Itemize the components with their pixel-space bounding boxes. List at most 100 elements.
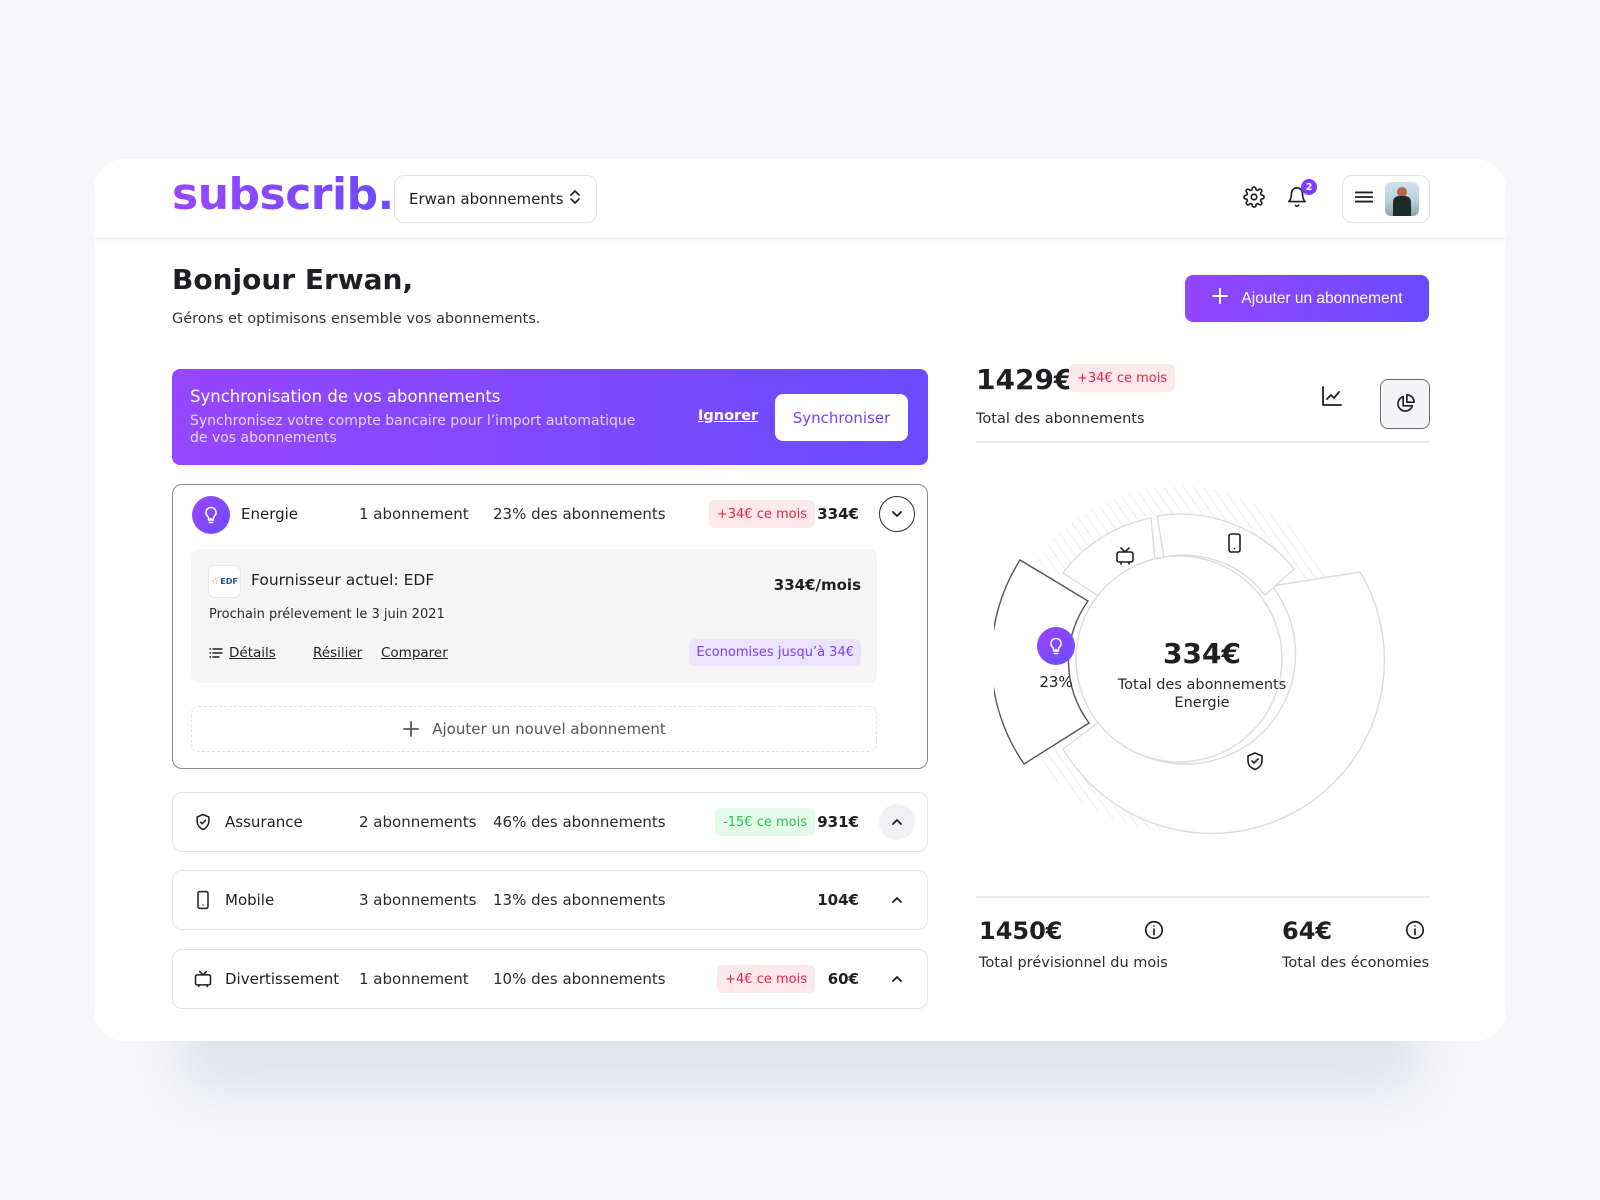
- edf-logo: ☆ EDF: [208, 565, 241, 598]
- category-change-badge: +34€ ce mois: [708, 500, 815, 528]
- compare-link[interactable]: Comparer: [381, 645, 448, 661]
- cancel-link[interactable]: Résilier: [313, 645, 363, 661]
- forecast-info-button[interactable]: [1143, 919, 1165, 941]
- provider-amount: 334€/mois: [773, 576, 861, 594]
- savings-stat: 64€ Total des économies: [1282, 917, 1429, 971]
- smartphone-icon: [1228, 533, 1241, 553]
- shield-check-icon: [1247, 752, 1263, 771]
- selected-segment-percent: 23%: [1039, 673, 1073, 691]
- provider-card: ☆ EDF Fournisseur actuel: EDF 334€/mois P…: [191, 549, 877, 683]
- synchronize-button[interactable]: Synchroniser: [775, 394, 908, 441]
- user-avatar: [1385, 182, 1419, 216]
- donut-center-label: Total des abonnements Energie: [1117, 677, 1287, 711]
- category-amount: 931€: [817, 813, 859, 831]
- account-selector[interactable]: Erwan abonnements: [394, 175, 597, 223]
- category-count: 3 abonnements: [359, 891, 477, 909]
- category-percent: 13% des abonnements: [493, 891, 666, 909]
- add-new-subscription-button[interactable]: Ajouter un nouvel abonnement: [191, 706, 877, 752]
- stats-divider: [976, 896, 1430, 898]
- notifications-button[interactable]: 2: [1283, 179, 1317, 213]
- category-card-mobile[interactable]: Mobile 3 abonnements 13% des abonnements…: [172, 870, 928, 930]
- sync-banner-title: Synchronisation de vos abonnements: [190, 387, 501, 406]
- total-label: Total des abonnements: [976, 411, 1145, 427]
- user-menu-button[interactable]: [1342, 175, 1430, 223]
- ignore-link[interactable]: Ignorer: [698, 408, 759, 424]
- chevron-down-icon: [892, 511, 902, 517]
- category-name: Divertissement: [225, 970, 340, 988]
- category-percent: 10% des abonnements: [493, 970, 666, 988]
- category-change-badge: -15€ ce mois: [715, 808, 815, 836]
- info-icon: [1144, 920, 1164, 940]
- lightbulb-icon: [1037, 627, 1075, 665]
- total-change-badge: +34€ ce mois: [1069, 364, 1176, 392]
- category-header-energie[interactable]: Energie 1 abonnement 23% des abonnements…: [173, 485, 927, 543]
- category-card-energie: Energie 1 abonnement 23% des abonnements…: [172, 484, 928, 769]
- lightbulb-icon: [192, 496, 230, 534]
- details-link[interactable]: Détails: [209, 645, 313, 661]
- total-amount: 1429€: [976, 363, 1074, 396]
- donut-center-amount: 334€: [1163, 637, 1241, 670]
- plus-icon: [1211, 287, 1229, 310]
- sync-banner-description: Synchronisez votre compte bancaire pour …: [190, 413, 636, 446]
- category-amount: 104€: [817, 891, 859, 909]
- pie-chart-view-button[interactable]: [1380, 379, 1430, 429]
- expand-toggle[interactable]: [879, 882, 915, 918]
- provider-actions: Détails Résilier Comparer: [209, 645, 448, 661]
- tv-icon: [1116, 547, 1134, 565]
- chevron-up-icon: [892, 976, 902, 982]
- category-count: 1 abonnement: [359, 505, 469, 523]
- category-count: 2 abonnements: [359, 813, 477, 831]
- category-name: Energie: [241, 505, 299, 523]
- forecast-value: 1450€: [979, 917, 1063, 945]
- provider-title: Fournisseur actuel: EDF: [251, 571, 435, 589]
- category-percent: 46% des abonnements: [493, 813, 666, 831]
- top-bar: subscrib. Erwan abonnements 2: [94, 159, 1506, 239]
- bell-icon: [1286, 186, 1308, 212]
- notification-count-badge: 2: [1301, 179, 1317, 195]
- app-logo: subscrib.: [172, 169, 394, 220]
- chevron-up-down-icon: [568, 189, 582, 209]
- forecast-stat: 1450€ Total prévisionnel du mois: [979, 917, 1168, 971]
- category-percent: 23% des abonnements: [493, 505, 666, 523]
- info-icon: [1405, 920, 1425, 940]
- savings-value: 64€: [1282, 917, 1333, 945]
- chevron-up-icon: [892, 819, 902, 825]
- dashboard-card: subscrib. Erwan abonnements 2 Bonjou: [94, 159, 1506, 1041]
- account-selector-label: Erwan abonnements: [409, 190, 564, 208]
- category-change-badge: +4€ ce mois: [717, 965, 815, 993]
- plus-icon: [403, 721, 420, 737]
- page-subtitle: Gérons et optimisons ensemble vos abonne…: [172, 311, 541, 327]
- sync-banner: Synchronisation de vos abonnements Synch…: [172, 369, 928, 465]
- next-payment: Prochain prélevement le 3 juin 2021: [209, 607, 445, 622]
- settings-button[interactable]: [1240, 185, 1268, 213]
- shield-check-icon: [193, 812, 213, 832]
- category-name: Mobile: [225, 891, 275, 909]
- collapse-toggle[interactable]: [879, 496, 915, 532]
- category-amount: 60€: [827, 970, 859, 988]
- tv-icon: [193, 969, 213, 989]
- donut-chart: [994, 486, 1386, 835]
- savings-info-button[interactable]: [1404, 919, 1426, 941]
- expand-toggle[interactable]: [879, 961, 915, 997]
- gear-icon: [1243, 186, 1265, 212]
- hamburger-menu-icon: [1353, 186, 1375, 212]
- line-chart-icon: [1322, 386, 1342, 406]
- category-card-assurance[interactable]: Assurance 2 abonnements 46% des abonneme…: [172, 792, 928, 852]
- list-icon: [209, 648, 223, 658]
- savings-label: Total des économies: [1282, 955, 1430, 971]
- savings-badge: Economises jusqu’à 34€: [689, 639, 861, 666]
- category-card-divertissement[interactable]: Divertissement 1 abonnement 10% des abon…: [172, 949, 928, 1009]
- category-name: Assurance: [225, 813, 303, 831]
- summary-divider: [976, 441, 1430, 443]
- add-subscription-label: Ajouter un abonnement: [1241, 289, 1403, 307]
- forecast-label: Total prévisionnel du mois: [979, 955, 1168, 971]
- donut-center: 334€ Total des abonnements Energie: [1098, 637, 1306, 712]
- expand-toggle[interactable]: [879, 804, 915, 840]
- add-subscription-button[interactable]: Ajouter un abonnement: [1185, 275, 1429, 322]
- pie-chart-icon: [1397, 394, 1415, 412]
- chevron-up-icon: [892, 897, 902, 903]
- donut-selected-segment-label[interactable]: 23%: [1028, 627, 1084, 691]
- category-count: 1 abonnement: [359, 970, 469, 988]
- line-chart-view-button[interactable]: [1320, 384, 1346, 410]
- page-title: Bonjour Erwan,: [172, 263, 414, 296]
